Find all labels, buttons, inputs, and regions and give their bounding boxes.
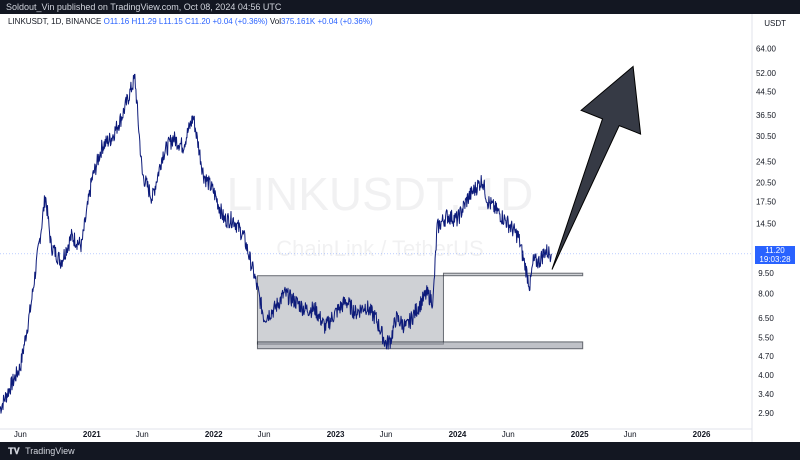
publisher-text: Soldout_Vin published on TradingView.com…: [6, 2, 282, 12]
watermark-symbol: LINKUSDT, 1D: [227, 168, 534, 220]
y-tick-label: 2.90: [758, 409, 774, 418]
y-tick-label: 30.50: [756, 132, 777, 141]
y-tick-label: 3.40: [758, 390, 774, 399]
y-tick-label: 9.50: [758, 269, 774, 278]
x-tick-label: 2026: [693, 430, 711, 439]
support-band[interactable]: [442, 272, 584, 277]
last-price: 11.20: [765, 246, 785, 255]
bar-countdown: 19:03:28: [759, 255, 791, 264]
y-tick-label: 52.00: [756, 69, 777, 78]
symbol-legend: LINKUSDT, 1D, BINANCE O11.16 H11.29 L11.…: [8, 17, 373, 26]
low-support-band[interactable]: [256, 341, 584, 350]
y-tick-label: 4.00: [758, 371, 774, 380]
x-tick-label: Jun: [14, 430, 27, 439]
y-tick-label: 6.50: [758, 314, 774, 323]
x-tick-label: 2022: [205, 430, 223, 439]
low-value: L11.15: [158, 17, 183, 26]
currency-label: USDT: [764, 19, 786, 28]
y-tick-label: 5.50: [758, 334, 774, 343]
publisher-bar: Soldout_Vin published on TradingView.com…: [0, 0, 800, 14]
x-tick-label: 2023: [327, 430, 345, 439]
open-value: O11.16: [103, 17, 130, 26]
high-value: H11.29: [131, 17, 157, 26]
y-tick-label: 14.50: [756, 219, 777, 228]
symbol-name[interactable]: LINKUSDT, 1D, BINANCE: [8, 17, 102, 26]
x-tick-label: Jun: [624, 430, 637, 439]
x-tick-label: 2024: [449, 430, 467, 439]
price-series-line[interactable]: [0, 73, 552, 414]
bullish-arrow[interactable]: [551, 65, 642, 270]
y-tick-label: 17.50: [756, 197, 777, 206]
tradingview-logo-icon: 𝐓𝐕: [8, 446, 20, 456]
close-value: C11.20: [185, 17, 211, 26]
x-tick-label: 2021: [83, 430, 101, 439]
x-tick-label: 2025: [571, 430, 589, 439]
change-value: +0.04 (+0.36%): [212, 17, 268, 26]
x-tick-label: Jun: [502, 430, 515, 439]
y-tick-label: 36.50: [756, 111, 777, 120]
x-tick-label: Jun: [136, 430, 149, 439]
y-tick-label: 24.50: [756, 158, 777, 167]
watermark-name: ChainLink / TetherUS: [276, 236, 484, 261]
x-tick-label: Jun: [380, 430, 393, 439]
last-price-tag: 11.20 19:03:28: [755, 246, 795, 264]
y-tick-label: 64.00: [756, 45, 777, 54]
y-tick-label: 44.50: [756, 87, 777, 96]
y-tick-label: 20.50: [756, 179, 777, 188]
y-tick-label: 4.70: [758, 352, 774, 361]
volume-change: +0.04 (+0.36%): [317, 17, 373, 26]
footer-bar: 𝐓𝐕 TradingView: [0, 442, 800, 460]
footer-brand: TradingView: [25, 446, 75, 456]
y-tick-label: 8.00: [758, 289, 774, 298]
volume-value: 375.161K: [280, 17, 316, 26]
x-tick-label: Jun: [258, 430, 271, 439]
volume-label: Vol: [269, 17, 281, 26]
